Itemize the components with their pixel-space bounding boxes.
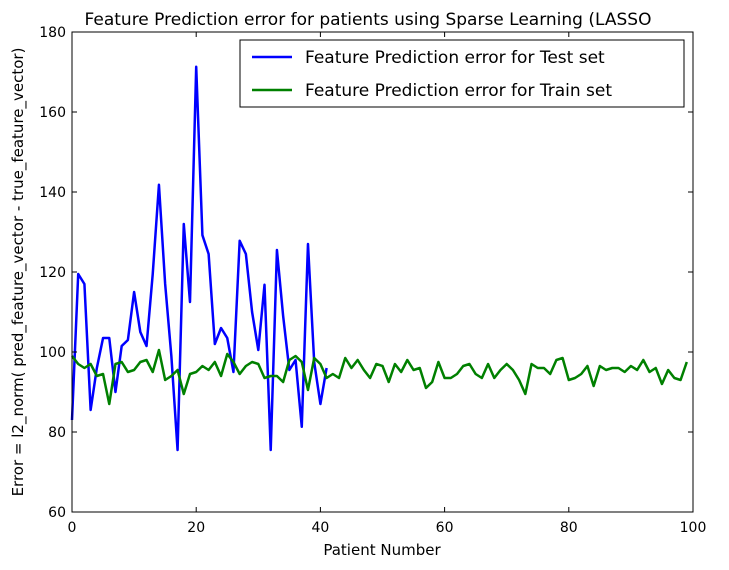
- x-tick-label: 20: [187, 520, 205, 536]
- y-tick-label: 100: [39, 345, 66, 361]
- series-line-0: [70, 65, 328, 452]
- x-tick-label: 80: [560, 520, 578, 536]
- x-axis-ticks: 0 20 40 60 80 100: [68, 32, 707, 536]
- x-tick-label: 0: [68, 520, 77, 536]
- y-axis-ticks: 60 80 100 120 140 160 180: [39, 25, 693, 521]
- series-line-1: [71, 348, 688, 406]
- legend-box: [239, 39, 685, 108]
- y-axis-label: Error = l2_norm( pred_feature_vector - t…: [9, 48, 28, 497]
- x-tick-label: 100: [680, 520, 707, 536]
- legend-label-0: Feature Prediction error for Test set: [305, 48, 605, 68]
- y-tick-label: 180: [39, 25, 66, 41]
- y-tick-label: 120: [39, 265, 66, 281]
- chart-title: Feature Prediction error for patients us…: [85, 10, 652, 30]
- legend-label-1: Feature Prediction error for Train set: [305, 81, 612, 101]
- x-tick-label: 60: [436, 520, 454, 536]
- x-axis-label: Patient Number: [323, 541, 441, 559]
- y-tick-label: 60: [48, 505, 66, 521]
- x-tick-label: 40: [311, 520, 329, 536]
- plot-lines: [70, 65, 688, 452]
- y-tick-label: 140: [39, 185, 66, 201]
- y-tick-label: 80: [48, 425, 66, 441]
- y-tick-label: 160: [39, 105, 66, 121]
- legend: Feature Prediction error for Test set Fea…: [239, 39, 685, 108]
